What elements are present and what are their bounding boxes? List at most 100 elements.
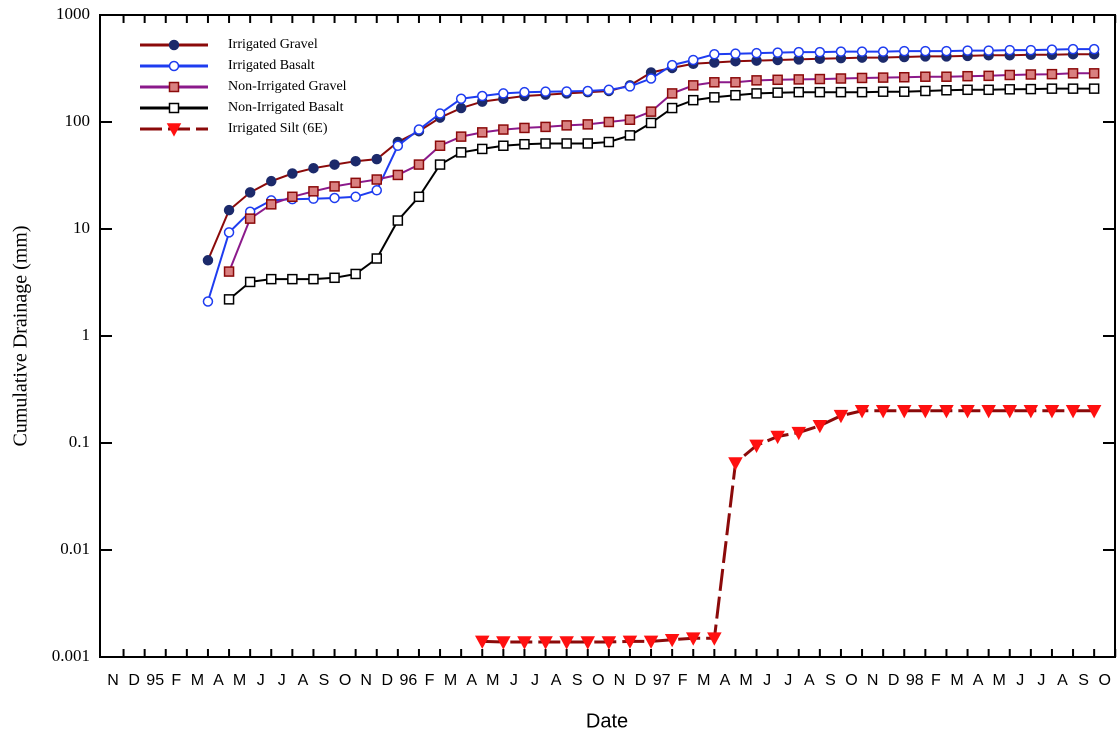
data-point <box>496 636 511 650</box>
data-point <box>1046 44 1058 55</box>
data-point <box>559 636 574 650</box>
data-point <box>603 84 615 96</box>
data-point <box>474 635 490 649</box>
x-tick-label: N <box>614 672 626 689</box>
legend-label: Irrigated Basalt <box>228 58 315 73</box>
data-point <box>603 136 615 148</box>
data-point <box>962 84 973 96</box>
x-tick-label: J <box>784 672 792 689</box>
data-point <box>624 114 636 125</box>
data-point <box>856 86 868 98</box>
x-tick-label: A <box>551 672 562 689</box>
data-point <box>519 86 530 98</box>
x-tick-label: M <box>191 672 204 689</box>
x-tick-label: D <box>382 672 394 689</box>
data-point <box>1002 405 1018 419</box>
data-point <box>920 45 931 57</box>
data-point <box>772 47 783 58</box>
data-point <box>1025 83 1037 95</box>
data-point <box>688 94 699 106</box>
x-tick-label: M <box>233 672 246 689</box>
data-point <box>580 636 596 650</box>
data-point <box>730 48 741 59</box>
x-tick-label: O <box>1098 672 1110 689</box>
data-point <box>983 45 994 56</box>
data-point <box>477 90 488 102</box>
data-point <box>814 73 826 85</box>
data-point <box>896 405 912 419</box>
x-tick-label: J <box>763 672 771 689</box>
x-tick-label: A <box>720 672 731 689</box>
data-point <box>561 120 572 131</box>
x-tick-label: N <box>360 672 372 689</box>
legend-marker <box>166 123 182 137</box>
x-tick-label: 98 <box>906 672 924 689</box>
data-point <box>582 85 593 97</box>
y-tick-label: 0.01 <box>60 539 90 558</box>
data-point <box>983 84 994 96</box>
data-point <box>413 159 425 170</box>
x-tick-label: J <box>257 672 265 689</box>
x-tick-label: S <box>825 672 836 689</box>
data-point <box>477 127 488 138</box>
x-tick-label: 96 <box>400 672 418 689</box>
x-tick-label: N <box>867 672 879 689</box>
x-tick-label: O <box>592 672 604 689</box>
y-tick-label: 10 <box>73 218 90 237</box>
data-point <box>645 73 657 84</box>
data-point <box>244 213 256 224</box>
legend-label: Irrigated Gravel <box>228 37 318 52</box>
data-point <box>688 54 699 66</box>
data-point <box>709 48 720 60</box>
data-point <box>498 124 509 135</box>
data-point <box>498 88 509 99</box>
data-point <box>941 45 952 57</box>
y-tick-label: 0.1 <box>69 432 90 451</box>
data-point <box>835 46 847 57</box>
data-point <box>918 405 933 419</box>
data-point <box>392 140 404 151</box>
data-point <box>1025 44 1037 56</box>
data-point <box>1004 44 1015 56</box>
x-tick-label: D <box>635 672 647 689</box>
data-point <box>835 86 847 98</box>
data-point <box>770 430 785 445</box>
data-point <box>793 74 804 85</box>
data-point <box>1086 405 1102 419</box>
data-point <box>561 86 572 97</box>
data-point <box>622 635 638 649</box>
data-point <box>223 227 235 238</box>
data-point <box>709 92 720 103</box>
legend-label: Non-Irrigated Basalt <box>228 100 344 115</box>
data-point <box>939 405 954 419</box>
data-point <box>540 121 551 133</box>
data-point <box>707 632 722 646</box>
data-point <box>266 175 277 187</box>
data-point <box>1067 83 1079 94</box>
data-point <box>643 635 659 649</box>
x-tick-label: A <box>973 672 984 689</box>
data-point <box>266 199 277 210</box>
x-tick-label: F <box>931 672 941 689</box>
x-tick-label: O <box>339 672 351 689</box>
data-point <box>688 80 699 91</box>
data-point <box>854 405 870 419</box>
data-point <box>223 266 235 277</box>
x-tick-label: D <box>128 672 140 689</box>
data-point <box>920 85 931 97</box>
data-point <box>730 89 741 101</box>
data-point <box>814 46 826 58</box>
data-point <box>202 255 214 266</box>
data-point <box>1023 405 1039 419</box>
data-point <box>498 140 509 151</box>
data-point <box>350 155 361 167</box>
data-point <box>1004 84 1015 95</box>
x-tick-label: F <box>425 672 435 689</box>
data-point <box>371 153 382 165</box>
data-point <box>962 45 973 56</box>
data-point <box>875 405 891 419</box>
x-tick-label: F <box>171 672 181 689</box>
data-point <box>371 174 382 185</box>
data-point <box>1088 68 1100 79</box>
data-point <box>1046 68 1058 80</box>
